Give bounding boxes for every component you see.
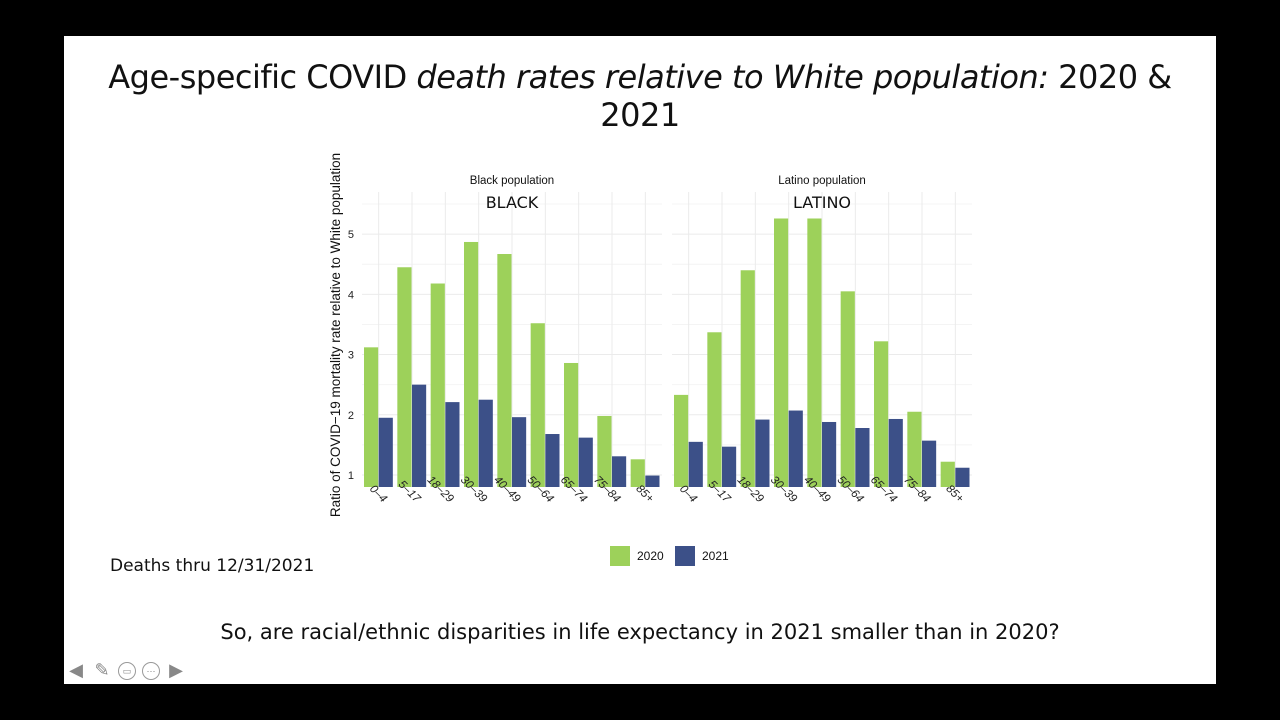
title-part: 2020 & 2021 (600, 58, 1172, 134)
bar-2021-40–49 (512, 417, 527, 487)
bar-2021-18–29 (755, 419, 770, 487)
bar-2021-50–64 (855, 428, 870, 487)
bar-2021-30–39 (478, 399, 493, 487)
bar-2020-85+ (630, 459, 645, 487)
bar-2020-18–29 (430, 283, 445, 487)
legend: 2020 2021 (610, 546, 729, 566)
bar-2021-65–74 (578, 437, 593, 487)
bar-2020-75–84 (907, 411, 922, 487)
bar-2020-0–4 (364, 347, 379, 487)
bar-2020-75–84 (597, 415, 612, 487)
arrow-left-icon[interactable]: ◀ (69, 660, 83, 680)
bar-2021-5–17 (412, 384, 427, 487)
bar-2020-65–74 (874, 341, 889, 487)
panel-strip-label: Latino population (778, 175, 866, 187)
deaths-note: Deaths thru 12/31/2021 (110, 556, 315, 576)
legend-swatch-2021 (675, 546, 695, 566)
y-axis-label: Ratio of COVID−19 mortality rate relativ… (328, 153, 343, 517)
screen-icon[interactable]: ▭ (118, 661, 136, 680)
y-tick-label: 3 (348, 350, 354, 362)
y-tick-label: 4 (348, 289, 354, 301)
bar-2020-40–49 (807, 218, 822, 487)
bar-2021-75–84 (612, 456, 627, 487)
bar-2021-75–84 (922, 440, 937, 487)
question-text: So, are racial/ethnic disparities in lif… (220, 620, 1060, 644)
bar-2020-40–49 (497, 254, 512, 487)
bar-2021-30–39 (788, 410, 803, 487)
bar-2020-30–39 (464, 241, 479, 487)
slide: Age-specific COVID death rates relative … (64, 36, 1216, 684)
bar-2020-85+ (940, 461, 955, 487)
bar-2021-0–4 (688, 441, 703, 487)
pen-icon[interactable]: ✎ (94, 660, 110, 680)
y-tick-label: 1 (348, 470, 354, 482)
bar-2021-85+ (955, 467, 970, 487)
slide-title: Age-specific COVID death rates relative … (64, 58, 1216, 134)
y-tick-label: 2 (348, 410, 354, 422)
bar-2021-18–29 (445, 402, 460, 487)
bar-2021-50–64 (545, 434, 560, 487)
bar-2020-0–4 (674, 394, 689, 487)
bar-2021-0–4 (378, 417, 393, 487)
bar-2021-65–74 (888, 418, 903, 487)
arrow-right-icon[interactable]: ▶ (169, 660, 183, 680)
title-italic-part: death rates relative to White population… (416, 58, 1049, 96)
legend-label: 2020 (637, 549, 664, 563)
bar-2021-5–17 (722, 446, 737, 487)
bar-2020-5–17 (397, 267, 412, 487)
panel-label: BLACK (486, 193, 539, 212)
more-icon[interactable]: ⋯ (142, 661, 160, 680)
bar-2020-18–29 (740, 270, 755, 487)
bar-2021-85+ (645, 475, 660, 487)
bar-2020-5–17 (707, 332, 722, 487)
bar-2020-50–64 (530, 323, 545, 487)
legend-label: 2021 (702, 549, 729, 563)
bar-2021-40–49 (822, 421, 837, 487)
panel-label: LATINO (793, 193, 851, 212)
bar-chart: Ratio of COVID−19 mortality rate relativ… (328, 153, 972, 566)
title-part: Age-specific COVID (108, 58, 417, 96)
bar-2020-30–39 (774, 218, 789, 487)
slideshow-toolbar: ◀ ✎ ▭ ⋯ ▶ (66, 660, 186, 681)
bar-2020-65–74 (564, 362, 579, 487)
panel-strip-label: Black population (470, 175, 554, 187)
legend-swatch-2020 (610, 546, 630, 566)
y-tick-label: 5 (348, 229, 354, 241)
bar-2020-50–64 (840, 291, 855, 487)
